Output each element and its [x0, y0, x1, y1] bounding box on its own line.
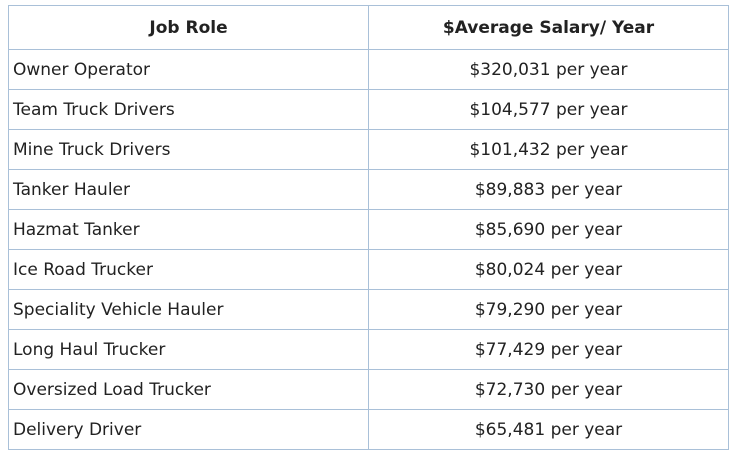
table-row: Speciality Vehicle Hauler $79,290 per yea… [8, 289, 729, 330]
salary-cell: $77,429 per year [368, 329, 729, 370]
salary-table: Job Role $Average Salary/ Year Owner Ope… [8, 5, 729, 450]
header-cell: $Average Salary/ Year [368, 5, 729, 50]
header-row: Job Role $Average Salary/ Year [8, 5, 729, 50]
salary-cell: $72,730 per year [368, 369, 729, 410]
job-role-cell: Tanker Hauler [8, 169, 369, 210]
table-row: Owner Operator $320,031 per year [8, 49, 729, 90]
job-role-cell: Oversized Load Trucker [8, 369, 369, 410]
salary-cell: $89,883 per year [368, 169, 729, 210]
table-row: Ice Road Trucker $80,024 per year [8, 249, 729, 290]
job-role-cell: Hazmat Tanker [8, 209, 369, 250]
job-role-cell: Ice Road Trucker [8, 249, 369, 290]
salary-cell: $85,690 per year [368, 209, 729, 250]
table-row: Oversized Load Trucker $72,730 per year [8, 369, 729, 410]
salary-cell: $104,577 per year [368, 89, 729, 130]
job-role-cell: Long Haul Trucker [8, 329, 369, 370]
header-cell: Job Role [8, 5, 369, 50]
table-row: Team Truck Drivers $104,577 per year [8, 89, 729, 130]
job-role-cell: Team Truck Drivers [8, 89, 369, 130]
salary-cell: $80,024 per year [368, 249, 729, 290]
salary-cell: $320,031 per year [368, 49, 729, 90]
job-role-cell: Speciality Vehicle Hauler [8, 289, 369, 330]
table-row: Hazmat Tanker $85,690 per year [8, 209, 729, 250]
table-body: Owner Operator $320,031 per year Team Truc… [8, 49, 729, 450]
job-role-cell: Delivery Driver [8, 409, 369, 450]
table-row: Tanker Hauler $89,883 per year [8, 169, 729, 210]
table-row: Long Haul Trucker $77,429 per year [8, 329, 729, 370]
salary-cell: $101,432 per year [368, 129, 729, 170]
table-row: Mine Truck Drivers $101,432 per year [8, 129, 729, 170]
job-role-cell: Owner Operator [8, 49, 369, 90]
table-header: Job Role $Average Salary/ Year [8, 5, 729, 50]
salary-cell: $65,481 per year [368, 409, 729, 450]
salary-cell: $79,290 per year [368, 289, 729, 330]
job-role-cell: Mine Truck Drivers [8, 129, 369, 170]
table-row: Delivery Driver $65,481 per year [8, 409, 729, 450]
